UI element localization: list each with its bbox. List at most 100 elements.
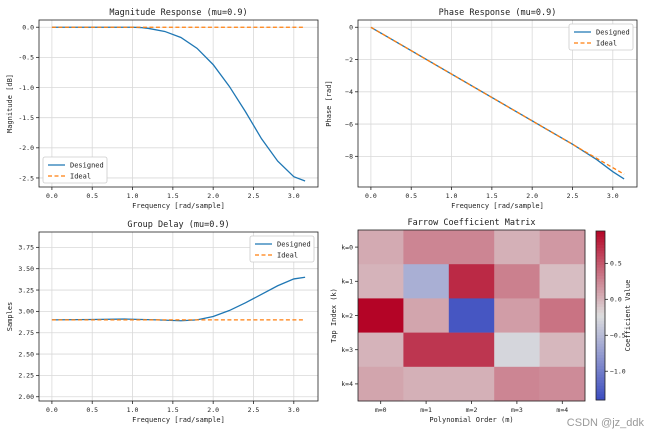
colorbar-gradient-step <box>596 239 605 243</box>
y-tick-label: 3.00 <box>18 308 34 316</box>
colorbar-gradient-step <box>596 352 605 356</box>
legend: Designed Ideal <box>249 235 315 263</box>
y-tick-label: -2.5 <box>18 174 34 182</box>
heatmap-cell <box>448 366 495 402</box>
colorbar-gradient-step <box>596 357 605 361</box>
plot-frame <box>38 19 319 188</box>
x-tick-label: 1.0 <box>127 406 139 414</box>
x-tick-label: m=3 <box>511 406 523 414</box>
legend-box <box>568 23 634 51</box>
x-tick-label: m=0 <box>375 406 387 414</box>
y-tick-label: -2.0 <box>18 144 34 152</box>
chart-title: Magnitude Response (mu=0.9) <box>109 8 247 18</box>
x-tick-label: 2.5 <box>248 192 260 200</box>
heatmap-cell <box>448 298 495 333</box>
line-chart-0: 0.0 0.5 1.0 1.5 2.0 2.5 3.0 0.0 -0.5 -1.0 -1.5 -2.0… <box>6 8 319 210</box>
colorbar-gradient-step <box>596 295 605 299</box>
line-chart-1: 0.0 0.5 1.0 1.5 2.0 2.5 3.0 0 −2 −4 −6 −8 Phase Resp… <box>325 8 638 210</box>
y-tick-label: -1.5 <box>18 114 34 122</box>
y-tick-label: −8 <box>345 153 353 161</box>
x-axis-label: Frequency [rad/sample] <box>132 202 225 210</box>
heatmap-cell <box>494 298 540 333</box>
colorbar-gradient-step <box>596 346 605 350</box>
chart-title: Farrow Coefficient Matrix <box>408 218 536 228</box>
colorbar-gradient-step <box>596 354 605 359</box>
colorbar-gradient-step <box>596 259 605 263</box>
legend-label-ideal: Ideal <box>277 252 298 260</box>
x-tick-label: 2.0 <box>207 192 219 200</box>
colorbar-gradient-step <box>596 270 605 274</box>
colorbar-tick-label: −0.5 <box>610 332 626 340</box>
y-tick-label: −4 <box>345 88 353 96</box>
colorbar-tick-label: 0.0 <box>610 296 622 304</box>
y-tick-label: k=3 <box>341 346 353 354</box>
colorbar-gradient-step <box>596 397 605 401</box>
x-tick-label: 2.5 <box>567 192 579 200</box>
colorbar-gradient-step <box>596 366 605 370</box>
y-tick-label: k=1 <box>341 278 353 286</box>
legend-label-designed: Designed <box>277 241 311 249</box>
x-tick-label: 2.5 <box>248 406 260 414</box>
x-tick-label: 0.5 <box>86 406 98 414</box>
plot-frame <box>38 231 319 402</box>
y-tick-label: 3.50 <box>18 265 34 273</box>
watermark: CSDN @jz_ddk <box>566 417 644 429</box>
colorbar-gradient-step <box>596 338 605 342</box>
colorbar-gradient-step <box>596 253 605 257</box>
colorbar-gradient-step <box>596 329 605 333</box>
colorbar-gradient-step <box>596 335 605 339</box>
colorbar-gradient-step <box>596 298 605 302</box>
y-axis-label: Tap Index (k) <box>330 288 338 343</box>
x-tick-label: 1.5 <box>167 406 179 414</box>
heatmap-cell <box>403 230 450 265</box>
heatmap-cell <box>539 332 586 368</box>
colorbar-gradient-step <box>596 394 605 398</box>
colorbar-gradient-step <box>596 326 605 330</box>
colorbar-gradient-step <box>596 233 605 238</box>
y-tick-label: 2.25 <box>18 372 34 380</box>
colorbar-gradient-step <box>596 301 605 305</box>
colorbar-gradient-step <box>596 250 605 254</box>
heatmap-cell <box>403 298 450 333</box>
x-tick-label: m=2 <box>466 406 478 414</box>
y-axis-label: Magnitude [dB] <box>6 74 14 133</box>
y-tick-label: k=2 <box>341 312 353 320</box>
colorbar-gradient-step <box>596 318 605 322</box>
heatmap-cell <box>494 332 540 368</box>
heatmap-cell <box>448 332 495 368</box>
colorbar-gradient-step <box>596 261 605 266</box>
colorbar-gradient-step <box>596 385 605 390</box>
colorbar-gradient-step <box>596 245 605 249</box>
colorbar-gradient-step <box>596 236 605 240</box>
colorbar-gradient-step <box>596 256 605 260</box>
x-axis-label: Frequency [rad/sample] <box>132 416 225 424</box>
colorbar-gradient-step <box>596 321 605 325</box>
y-tick-label: -1.0 <box>18 84 34 92</box>
legend-label-designed: Designed <box>70 162 104 170</box>
x-tick-label: 2.0 <box>207 406 219 414</box>
colorbar-gradient-step <box>596 340 605 345</box>
colorbar-gradient-step <box>596 377 605 381</box>
colorbar-gradient-step <box>596 284 605 288</box>
heatmap-cell <box>358 298 404 333</box>
x-tick-label: 0.0 <box>46 406 58 414</box>
heatmap-cell <box>403 332 450 368</box>
colorbar-gradient-step <box>596 267 605 271</box>
colorbar-gradient-step <box>596 247 605 252</box>
x-tick-label: 3.0 <box>288 192 300 200</box>
heatmap-cell <box>358 332 404 368</box>
y-tick-label: -0.5 <box>18 54 34 62</box>
y-tick-label: 2.50 <box>18 350 34 358</box>
x-tick-label: 3.0 <box>607 192 619 200</box>
series-line-designed <box>51 276 306 322</box>
heatmap-cell <box>358 366 404 402</box>
colorbar: 0.5 0.0 −0.5 −1.0 Coefficient Value <box>595 230 632 401</box>
heatmap-cell <box>358 230 404 265</box>
x-tick-label: 2.0 <box>526 192 538 200</box>
x-tick-label: 1.0 <box>127 192 139 200</box>
x-tick-label: 1.5 <box>486 192 498 200</box>
y-tick-label: 0.0 <box>22 24 34 32</box>
colorbar-gradient-step <box>596 278 605 283</box>
colorbar-gradient-step <box>596 307 605 311</box>
legend-label-ideal: Ideal <box>70 173 91 181</box>
